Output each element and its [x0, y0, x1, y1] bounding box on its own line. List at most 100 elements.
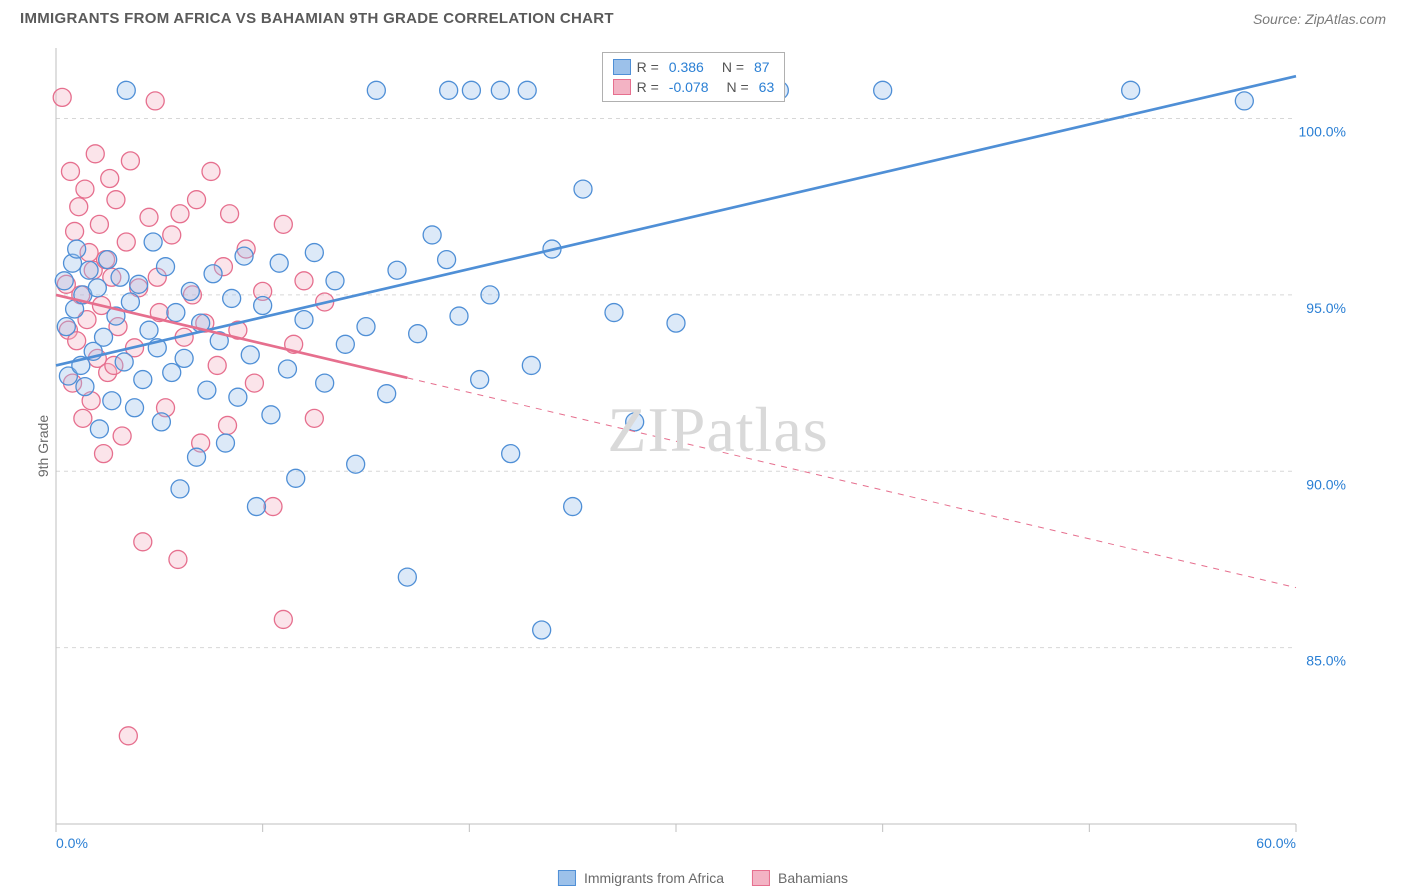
point-africa [88, 279, 106, 297]
point-africa [605, 304, 623, 322]
point-bahamians [264, 498, 282, 516]
point-bahamians [221, 205, 239, 223]
point-africa [167, 304, 185, 322]
point-africa [90, 420, 108, 438]
point-africa [55, 272, 73, 290]
point-africa [874, 81, 892, 99]
n-label: N = [726, 79, 748, 95]
source-prefix: Source: [1253, 11, 1305, 27]
point-bahamians [107, 191, 125, 209]
stats-legend: R =0.386N =87R =-0.078N =63 [602, 52, 786, 102]
point-africa [80, 261, 98, 279]
point-africa [367, 81, 385, 99]
point-bahamians [202, 162, 220, 180]
point-africa [241, 346, 259, 364]
point-africa [438, 251, 456, 269]
point-bahamians [101, 170, 119, 188]
point-africa [76, 378, 94, 396]
point-africa [223, 289, 241, 307]
x-max-label: 60.0% [1256, 835, 1296, 851]
point-africa [157, 258, 175, 276]
point-bahamians [134, 533, 152, 551]
point-africa [481, 286, 499, 304]
point-bahamians [274, 610, 292, 628]
chart-area: 85.0%90.0%95.0%100.0%0.0%60.0% ZIPatlas … [50, 40, 1386, 852]
point-africa [667, 314, 685, 332]
point-africa [440, 81, 458, 99]
point-africa [181, 282, 199, 300]
point-africa [229, 388, 247, 406]
chart-source: Source: ZipAtlas.com [1253, 11, 1386, 27]
r-label: R = [637, 79, 659, 95]
point-bahamians [295, 272, 313, 290]
point-africa [171, 480, 189, 498]
point-africa [502, 445, 520, 463]
scatter-plot: 85.0%90.0%95.0%100.0%0.0%60.0% [50, 40, 1386, 852]
point-bahamians [121, 152, 139, 170]
point-africa [409, 325, 427, 343]
point-bahamians [95, 445, 113, 463]
point-africa [491, 81, 509, 99]
point-africa [103, 392, 121, 410]
point-africa [254, 296, 272, 314]
point-africa [347, 455, 365, 473]
point-bahamians [74, 409, 92, 427]
r-value-bahamians: -0.078 [669, 79, 709, 95]
point-africa [357, 318, 375, 336]
point-bahamians [208, 356, 226, 374]
point-africa [471, 371, 489, 389]
point-bahamians [117, 233, 135, 251]
y-tick-label: 95.0% [1306, 300, 1346, 316]
point-africa [450, 307, 468, 325]
legend-item-africa: Immigrants from Africa [558, 870, 724, 886]
point-africa [57, 318, 75, 336]
point-bahamians [119, 727, 137, 745]
point-africa [270, 254, 288, 272]
point-africa [564, 498, 582, 516]
swatch-bahamians [613, 79, 631, 95]
legend-label-africa: Immigrants from Africa [584, 870, 724, 886]
chart-title: IMMIGRANTS FROM AFRICA VS BAHAMIAN 9TH G… [20, 10, 614, 27]
point-africa [134, 371, 152, 389]
point-africa [305, 244, 323, 262]
point-bahamians [305, 409, 323, 427]
point-africa [1235, 92, 1253, 110]
n-value-africa: 87 [754, 59, 770, 75]
point-bahamians [76, 180, 94, 198]
point-africa [278, 360, 296, 378]
point-africa [121, 293, 139, 311]
point-bahamians [113, 427, 131, 445]
point-africa [326, 272, 344, 290]
point-africa [117, 81, 135, 99]
point-bahamians [146, 92, 164, 110]
point-africa [130, 275, 148, 293]
source-name: ZipAtlas.com [1305, 11, 1386, 27]
point-africa [388, 261, 406, 279]
point-africa [235, 247, 253, 265]
point-africa [626, 413, 644, 431]
point-bahamians [245, 374, 263, 392]
legend-swatch-africa [558, 870, 576, 886]
point-africa [126, 399, 144, 417]
n-label: N = [722, 59, 744, 75]
point-bahamians [61, 162, 79, 180]
point-bahamians [169, 550, 187, 568]
point-africa [163, 364, 181, 382]
point-bahamians [188, 191, 206, 209]
point-africa [522, 356, 540, 374]
bottom-legend: Immigrants from Africa Bahamians [558, 870, 848, 886]
point-bahamians [86, 145, 104, 163]
point-africa [140, 321, 158, 339]
point-africa [152, 413, 170, 431]
x-min-label: 0.0% [56, 835, 88, 851]
stats-row-africa: R =0.386N =87 [613, 57, 775, 77]
point-africa [1122, 81, 1140, 99]
point-bahamians [66, 222, 84, 240]
r-label: R = [637, 59, 659, 75]
point-africa [518, 81, 536, 99]
point-africa [378, 385, 396, 403]
point-bahamians [70, 198, 88, 216]
point-bahamians [90, 215, 108, 233]
point-africa [99, 251, 117, 269]
legend-label-bahamians: Bahamians [778, 870, 848, 886]
